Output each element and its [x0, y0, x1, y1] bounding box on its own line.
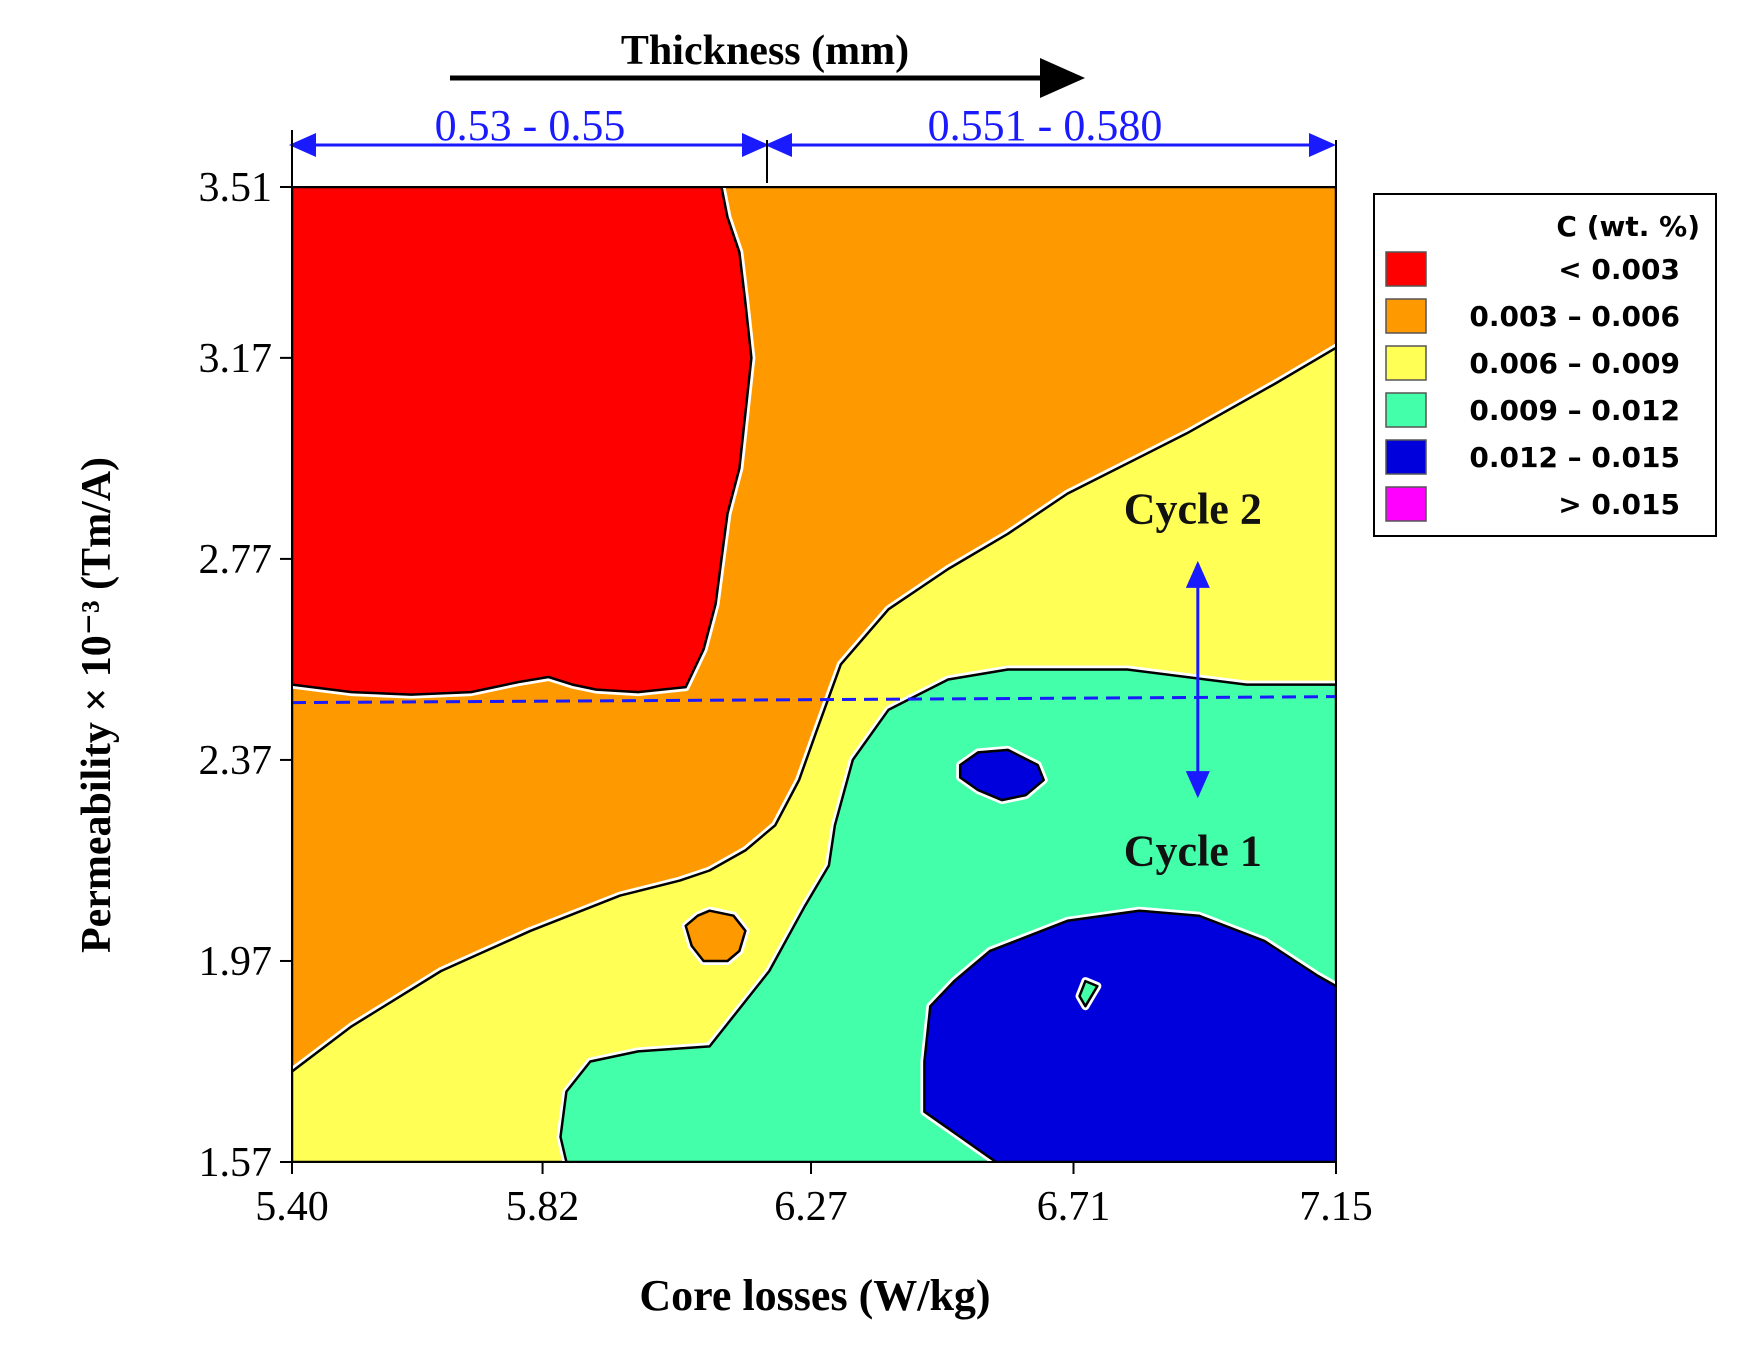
- legend-frame: [1373, 193, 1717, 537]
- legend-title: C (wt. %): [1556, 210, 1700, 243]
- legend-swatch: [1385, 439, 1427, 475]
- y-tick-label: 2.77: [199, 537, 273, 583]
- legend-label: 0.012 – 0.015: [1469, 441, 1680, 474]
- contour-region: [958, 748, 1045, 802]
- y-tick-label: 1.97: [199, 939, 273, 985]
- x-tick-label: 7.15: [1299, 1184, 1373, 1230]
- contour-region: [923, 909, 1336, 1162]
- y-tick-label: 3.51: [199, 165, 273, 211]
- x-tick-label: 6.27: [774, 1184, 848, 1230]
- legend-swatch: [1385, 486, 1427, 522]
- contour-region: [684, 909, 747, 963]
- legend-swatch: [1385, 298, 1427, 334]
- y-axis-ticks: 1.57 1.97 2.37 2.77 3.17 3.51: [199, 165, 292, 1186]
- legend-swatch: [1385, 345, 1427, 381]
- x-tick-label: 5.40: [255, 1184, 329, 1230]
- legend: C (wt. %) < 0.003 0.003 – 0.006 0.006 – 0.…: [1373, 193, 1717, 537]
- thickness-range-1-label: 0.53 - 0.55: [435, 101, 626, 150]
- plot-frame: [291, 186, 1337, 1163]
- x-axis-label: Core losses (W/kg): [639, 1271, 990, 1320]
- legend-swatch: [1385, 251, 1427, 287]
- legend-label: > 0.015: [1558, 488, 1680, 521]
- y-tick-label: 1.57: [199, 1140, 273, 1186]
- cycle-1-label: Cycle 1: [1124, 826, 1262, 875]
- thickness-range-2-label: 0.551 - 0.580: [928, 101, 1163, 150]
- thickness-title: Thickness (mm): [621, 28, 909, 74]
- y-tick-label: 2.37: [199, 738, 273, 784]
- cycle-threshold-dashed-line: [291, 695, 1337, 705]
- legend-label: 0.003 – 0.006: [1469, 300, 1680, 333]
- contour-region: [1078, 979, 1099, 1008]
- legend-swatch: [1385, 392, 1427, 428]
- legend-label: 0.009 – 0.012: [1469, 394, 1680, 427]
- legend-label: 0.006 – 0.009: [1469, 347, 1680, 380]
- y-tick-label: 3.17: [199, 336, 273, 382]
- contour-regions: [292, 187, 1336, 1162]
- cycle-2-label: Cycle 2: [1124, 485, 1262, 534]
- legend-label: < 0.003: [1558, 253, 1680, 286]
- x-tick-label: 6.71: [1037, 1184, 1111, 1230]
- x-axis-ticks: 5.40 5.82 6.27 6.71 7.15: [255, 1162, 1373, 1230]
- contour-region: [292, 187, 753, 696]
- y-axis-label: Permeability × 10⁻³ (Tm/A): [74, 457, 120, 953]
- x-tick-label: 5.82: [506, 1184, 580, 1230]
- legend-items: < 0.003 0.003 – 0.006 0.006 – 0.009 0.009 –…: [1385, 251, 1680, 522]
